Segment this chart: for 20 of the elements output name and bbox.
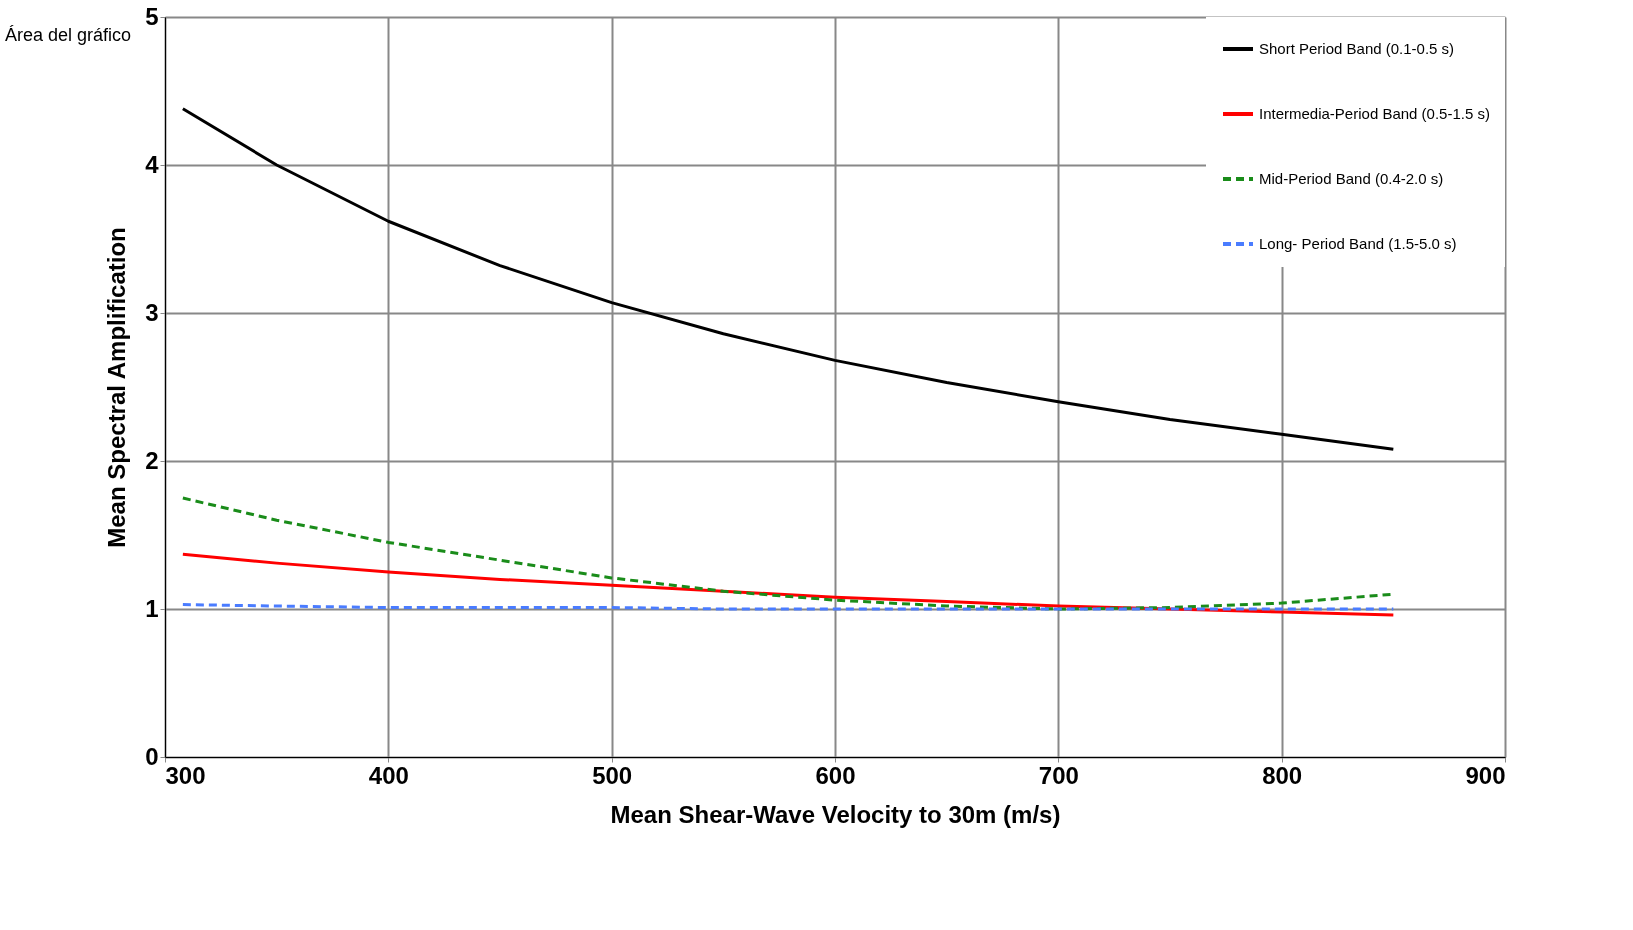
y-tick-label: 3 [145,298,159,326]
y-tick-label: 2 [145,446,159,474]
legend-label: Long- Period Band (1.5-5.0 s) [1259,235,1457,252]
x-tick-label: 600 [815,761,856,789]
x-tick-label: 400 [368,761,409,789]
legend-label: Intermedia-Period Band (0.5-1.5 s) [1259,105,1490,122]
x-tick-label: 800 [1262,761,1303,789]
text: Área del gráfico [5,25,132,45]
x-tick-label: 700 [1038,761,1079,789]
x-axis-title: Mean Shear-Wave Velocity to 30m (m/s) [610,800,1061,828]
y-tick-label: 0 [145,742,159,770]
legend-label: Mid-Period Band (0.4-2.0 s) [1259,170,1444,187]
x-tick-label: 900 [1465,761,1506,789]
y-tick-label: 1 [145,594,159,622]
x-tick-label: 500 [592,761,633,789]
y-tick-label: 4 [145,150,160,178]
y-axis-title: Mean Spectral Amplification [103,227,131,548]
y-tick-label: 5 [145,2,159,30]
x-tick-label: 300 [165,761,206,789]
legend-label: Short Period Band (0.1-0.5 s) [1259,40,1455,57]
